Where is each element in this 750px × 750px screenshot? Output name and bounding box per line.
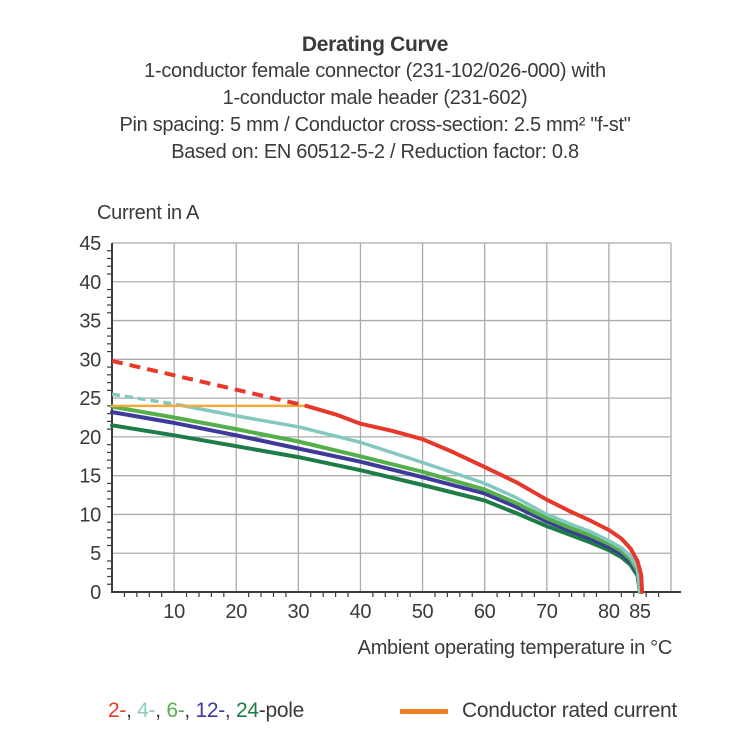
chart-subtitle-line-2: 1-conductor male header (231-602) xyxy=(222,87,528,109)
pole-legend-token: , xyxy=(184,699,196,722)
chart-subtitle-line-3: Pin spacing: 5 mm / Conductor cross-sect… xyxy=(119,114,631,136)
chart-subtitle-line-4: Based on: EN 60512-5-2 / Reduction facto… xyxy=(171,141,579,163)
legend-row: 2-, 4-, 6-, 12-, 24-pole Conductor rated… xyxy=(0,699,750,727)
x-axis-title: Ambient operating temperature in °C xyxy=(357,637,673,659)
x-tick-label: 70 xyxy=(536,601,558,623)
series-4-pole xyxy=(178,403,642,594)
x-tick-label: 10 xyxy=(163,601,185,623)
y-tick-label: 25 xyxy=(79,388,101,410)
y-tick-label: 0 xyxy=(90,582,101,604)
y-tick-label: 35 xyxy=(79,311,101,333)
y-tick-label: 10 xyxy=(79,504,101,526)
series-24-pole xyxy=(110,423,642,594)
pole-legend-token: , xyxy=(224,699,236,722)
series-4-pole xyxy=(111,392,181,407)
y-tick-label: 30 xyxy=(79,349,101,371)
series-12-pole xyxy=(110,410,642,594)
y-tick-label: 45 xyxy=(79,233,101,255)
x-tick-label: 30 xyxy=(288,601,310,623)
pole-legend-token: , xyxy=(155,699,167,722)
x-tick-label: 50 xyxy=(412,601,434,623)
gridlines xyxy=(112,242,672,592)
pole-legend-token: 24 xyxy=(236,699,259,722)
conductor-rated-current-label: Conductor rated current xyxy=(462,699,677,722)
chart-title: Derating Curve xyxy=(301,33,449,56)
pole-legend-token: 2- xyxy=(108,699,127,722)
chart-subtitle-line-1: 1-conductor female connector (231-102/02… xyxy=(144,60,606,82)
series-2-pole xyxy=(111,358,307,408)
tick-labels: 10 20 30 40 50 60 70 80 85 0 5 10 15 20 25 30 35 40 45 xyxy=(79,233,651,623)
pole-legend-token: -pole xyxy=(258,699,305,722)
x-tick-label: 60 xyxy=(474,601,496,623)
y-tick-label: 5 xyxy=(90,543,101,565)
minor-ticks xyxy=(107,250,660,597)
conductor-rated-current-swatch xyxy=(400,708,448,714)
x-tick-label: 85 xyxy=(629,601,651,623)
y-tick-label: 20 xyxy=(79,427,101,449)
pole-legend-token: , xyxy=(126,699,138,722)
pole-legend-token: 4- xyxy=(137,699,156,722)
y-tick-label: 15 xyxy=(79,466,101,488)
y-axis-title: Current in A xyxy=(97,202,200,224)
axes xyxy=(111,243,681,593)
title-block: Derating Curve 1-conductor female connec… xyxy=(0,31,750,166)
series-2-pole xyxy=(304,403,645,594)
pole-legend-token: 6- xyxy=(166,699,185,722)
x-tick-label: 80 xyxy=(598,601,620,623)
x-tick-label: 40 xyxy=(350,601,372,623)
pole-legend-token: 12- xyxy=(195,699,225,722)
conductor-rated-current-legend: Conductor rated current xyxy=(400,699,677,723)
y-tick-label: 40 xyxy=(79,272,101,294)
series-curves xyxy=(110,358,645,594)
series-6-pole xyxy=(110,404,642,594)
x-tick-label: 20 xyxy=(225,601,247,623)
pole-count-legend: 2-, 4-, 6-, 12-, 24-pole xyxy=(108,699,304,723)
